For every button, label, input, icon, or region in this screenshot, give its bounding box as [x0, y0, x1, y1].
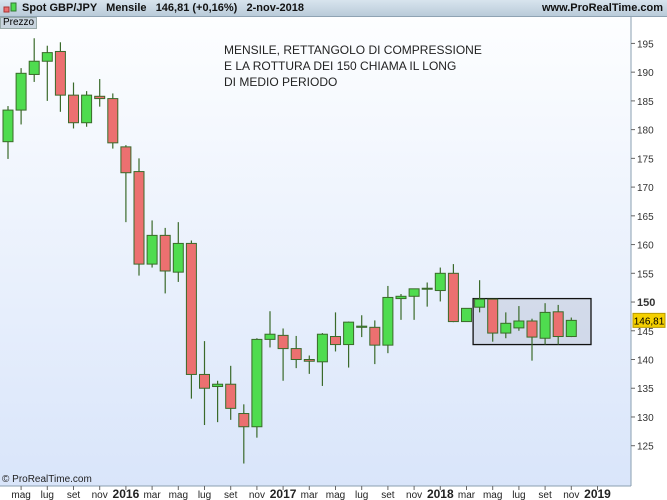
candle-up [41, 52, 53, 62]
candle-up [356, 325, 368, 328]
x-tick-label: set [67, 490, 81, 500]
copyright: © ProRealTime.com [2, 474, 92, 485]
candle-down [369, 326, 381, 346]
candle-up [500, 322, 512, 334]
candle-up [2, 109, 14, 143]
candle-up [172, 242, 184, 273]
instrument-name: Spot GBP/JPY [22, 2, 97, 14]
y-tick-label: 160 [637, 241, 654, 252]
candle-up [408, 288, 420, 297]
candle-up [81, 94, 93, 124]
candle-up [461, 307, 472, 323]
x-tick-label: mag [326, 490, 345, 500]
y-tick-label: 145 [637, 327, 654, 338]
candle-down [552, 311, 564, 338]
x-tick-label: lug [41, 490, 54, 500]
x-tick-label: set [381, 490, 395, 500]
x-tick-label: mar [143, 490, 161, 500]
last-price-label: 146,81 [634, 316, 665, 327]
annotation-line-1: MENSILE, RETTANGOLO DI COMPRESSIONE [224, 43, 482, 57]
candle-down [120, 146, 132, 174]
x-tick-label: lug [355, 490, 368, 500]
candle-down [277, 334, 289, 350]
candle-up [395, 295, 407, 300]
x-tick-label: mag [11, 490, 30, 500]
candle-up [539, 311, 551, 339]
candle-down [68, 94, 79, 124]
candle-down [199, 373, 210, 389]
x-tick-label: mar [458, 490, 476, 500]
period: Mensile [106, 2, 147, 14]
x-tick-label: 2018 [427, 487, 454, 500]
candle-down [330, 336, 341, 346]
y-tick-label: 195 [637, 39, 654, 50]
y-tick-label: 180 [637, 126, 654, 137]
candle-down [225, 383, 237, 409]
x-tick-label: nov [563, 490, 579, 500]
candle-down [133, 171, 145, 265]
price-chart[interactable]: 125 130 135 140 145 150 155 160 165 170 175 180 185 1… [0, 17, 667, 500]
x-tick-label: lug [512, 490, 525, 500]
annotation-line-3: DI MEDIO PERIODO [224, 75, 337, 89]
y-tick-label: 165 [637, 212, 654, 223]
candle-up [264, 333, 276, 340]
candle-up [343, 321, 355, 346]
candle-down [447, 272, 459, 323]
y-tick-label: 185 [637, 97, 654, 108]
candle-up [251, 338, 263, 428]
x-tick-label: 2019 [584, 487, 611, 500]
plot-area [0, 17, 631, 486]
y-tick-label: 175 [637, 154, 654, 165]
panel-label: Prezzo [0, 17, 38, 29]
candle-up [421, 287, 433, 290]
y-tick-label: 135 [637, 384, 654, 395]
candle-down [303, 359, 315, 362]
candle-down [487, 298, 499, 334]
candle-up [28, 60, 40, 75]
x-tick-label: 2017 [270, 487, 297, 500]
candle-down [238, 413, 250, 428]
x-tick-label: set [538, 490, 552, 500]
candle-down [94, 95, 106, 100]
candle-up [212, 383, 224, 388]
candle-down [526, 320, 538, 338]
x-tick-label: nov [92, 490, 108, 500]
candle-down [54, 50, 66, 96]
x-tick-label: nov [406, 490, 422, 500]
date: 2-nov-2018 [246, 2, 304, 14]
x-tick-label: set [224, 490, 238, 500]
site-link[interactable]: www.ProRealTime.com [541, 2, 663, 14]
candle-up [146, 234, 158, 265]
y-tick-label: 155 [637, 269, 654, 280]
candle-up [434, 272, 446, 292]
y-tick-label: 190 [637, 68, 654, 79]
candle-down [185, 242, 197, 375]
candle-up [316, 333, 328, 363]
annotation-line-2: E LA ROTTURA DEI 150 CHIAMA IL LONG [224, 59, 456, 73]
candle-up [382, 296, 394, 346]
x-tick-label: mar [301, 490, 319, 500]
x-tick-label: mag [169, 490, 188, 500]
x-tick-label: nov [249, 490, 265, 500]
x-tick-label: lug [198, 490, 211, 500]
price-change: 146,81 (+0,16%) [155, 2, 238, 14]
last-price-tag [632, 312, 666, 328]
candle-down [159, 234, 171, 272]
y-tick-label: 130 [637, 413, 654, 424]
candle-up [474, 298, 486, 308]
candle-up [565, 319, 577, 338]
candle-up [513, 320, 525, 329]
chart-header: Spot GBP/JPY Mensile 146,81 (+0,16%) 2-n… [0, 0, 667, 17]
y-tick-label: 140 [637, 356, 654, 367]
candle-down [107, 98, 119, 144]
header-title: Spot GBP/JPY Mensile 146,81 (+0,16%) 2-n… [22, 2, 304, 14]
x-tick-label: 2016 [113, 487, 140, 500]
y-tick-label: 170 [637, 183, 654, 194]
candle-up [15, 72, 27, 111]
candle-down [290, 348, 302, 361]
candlestick-icon [3, 2, 17, 13]
y-tick-label: 150 [637, 297, 655, 309]
x-tick-label: mag [483, 490, 502, 500]
y-tick-label: 125 [637, 442, 654, 453]
